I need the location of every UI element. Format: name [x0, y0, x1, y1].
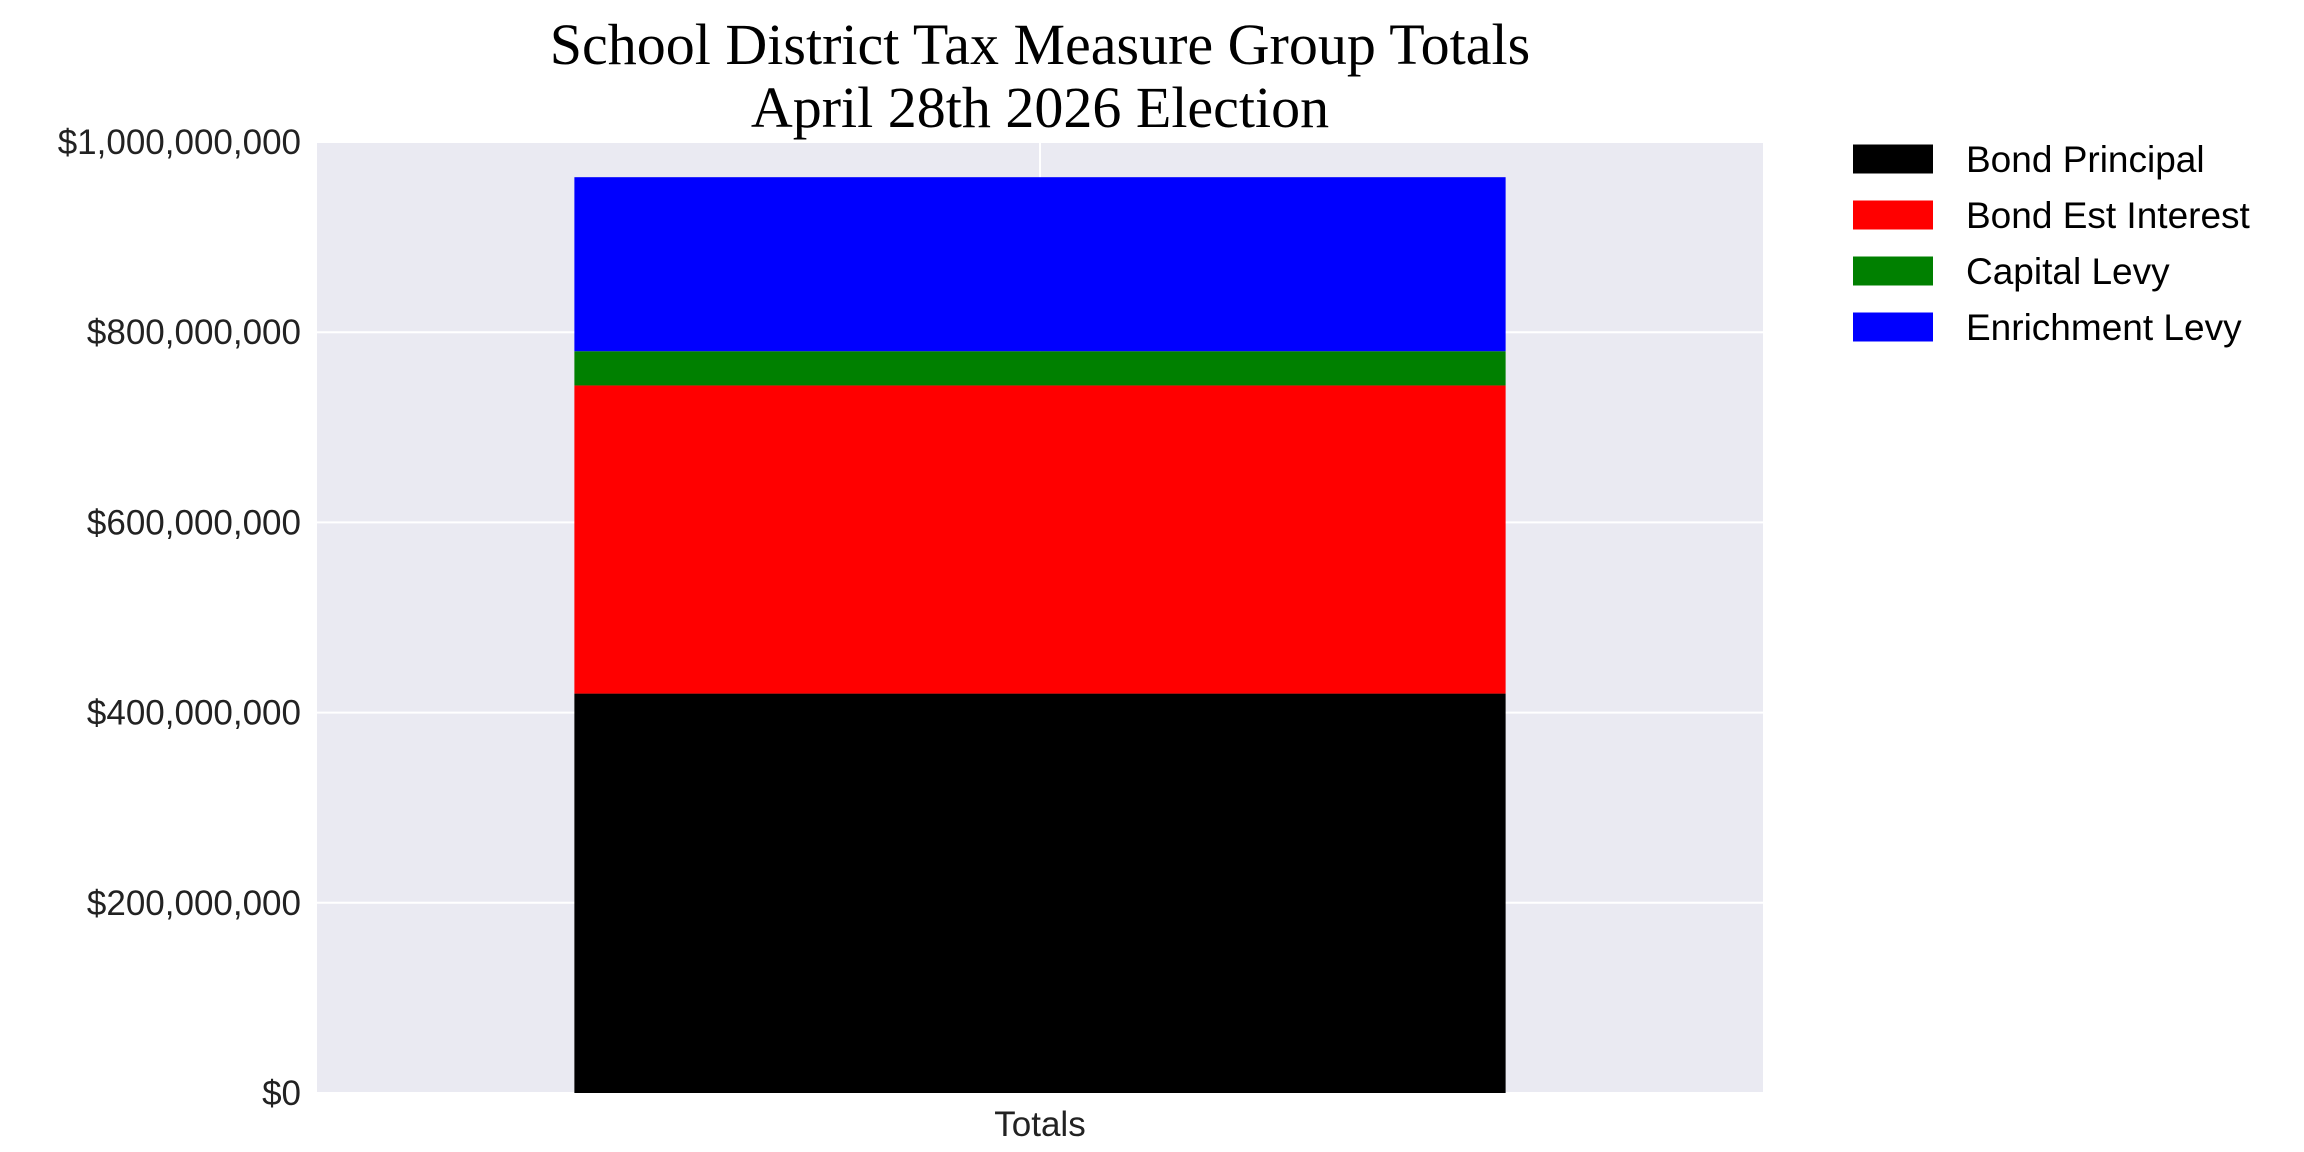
y-tick-label: $200,000,000 — [87, 884, 301, 923]
bar-segment-bond-principal — [574, 693, 1506, 1093]
y-tick-label: $1,000,000,000 — [58, 123, 301, 162]
legend: Bond Principal Bond Est Interest Capital L… — [1853, 139, 2251, 348]
bars — [574, 177, 1506, 1093]
y-tick-label: $600,000,000 — [87, 503, 301, 542]
bar-segment-bond-est-interest — [574, 385, 1506, 694]
y-axis-ticks: $0 $200,000,000 $400,000,000 $600,000,000 $8… — [58, 123, 301, 1113]
bar-segment-capital-levy — [574, 351, 1506, 386]
legend-swatch-enrichment-levy — [1853, 312, 1933, 342]
chart-title: School District Tax Measure Group Totals — [550, 12, 1530, 77]
legend-label-bond-principal: Bond Principal — [1966, 139, 2205, 180]
legend-label-capital-levy: Capital Levy — [1966, 251, 2170, 292]
legend-swatch-bond-est-interest — [1853, 200, 1933, 230]
legend-label-bond-est-interest: Bond Est Interest — [1966, 195, 2251, 236]
legend-swatch-capital-levy — [1853, 256, 1933, 286]
y-tick-label: $400,000,000 — [87, 694, 301, 733]
y-tick-label: $800,000,000 — [87, 313, 301, 352]
x-axis-ticks: Totals — [994, 1105, 1085, 1144]
legend-swatch-bond-principal — [1853, 144, 1933, 174]
chart-subtitle: April 28th 2026 Election — [751, 75, 1329, 140]
y-tick-label: $0 — [262, 1074, 301, 1113]
bar-segment-enrichment-levy — [574, 177, 1506, 352]
legend-label-enrichment-levy: Enrichment Levy — [1966, 307, 2242, 348]
x-tick-label: Totals — [994, 1105, 1085, 1144]
